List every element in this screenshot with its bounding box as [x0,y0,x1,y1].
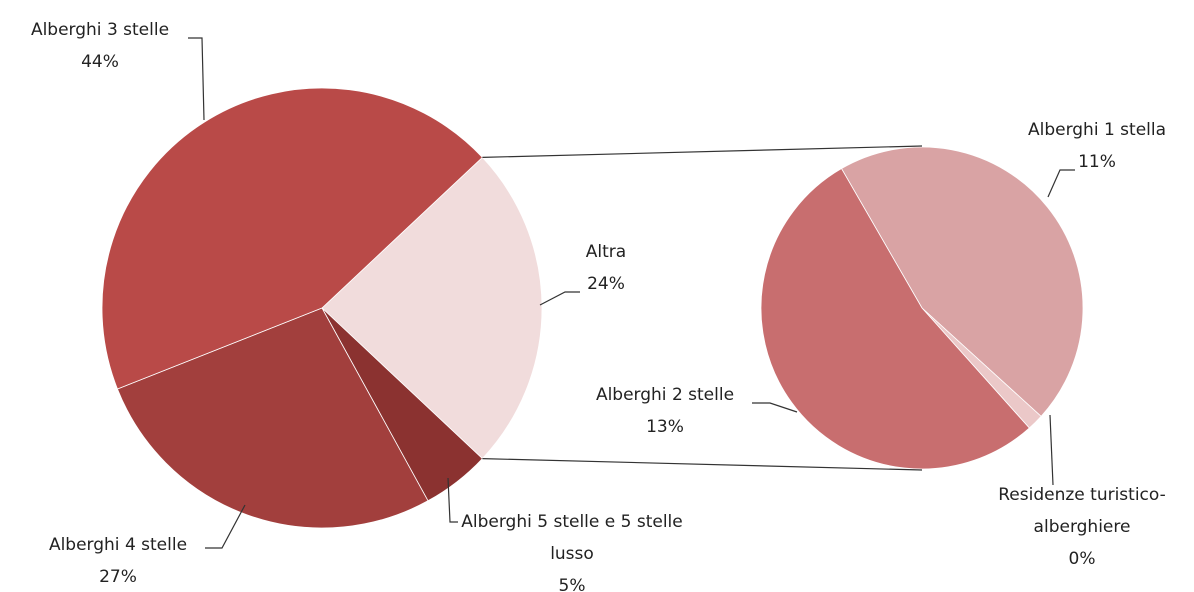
data-label: Altra 24% [506,236,706,300]
leader-line [482,458,923,471]
pie-slice [760,168,1030,470]
slice-name: Alberghi 4 stelle [48,535,188,555]
slice-value: 27% [99,567,137,587]
leader-line [205,504,246,549]
leader-line [539,291,580,306]
slice-value: 44% [81,52,119,72]
slice-name: Residenze turistico-alberghiere [998,485,1166,537]
pie-slice [116,307,429,529]
leader-line [482,145,923,158]
slice-name: Alberghi 3 stelle [30,20,170,40]
pie-slice [101,87,483,390]
leader-line [1047,169,1075,198]
data-label: Alberghi 1 stella 11% [987,114,1194,178]
slice-name: Altra [585,242,627,262]
slice-name: Alberghi 1 stella [1027,120,1167,140]
slice-value: 24% [587,274,625,294]
data-label: Alberghi 5 stelle e 5 stelle lusso 5% [452,506,692,592]
slice-value: 0% [1068,549,1096,569]
slice-name: Alberghi 5 stelle e 5 stelle lusso [461,512,683,564]
leader-line [188,37,205,121]
data-label: Alberghi 2 stelle 13% [555,379,775,443]
slice-value: 5% [558,576,586,592]
data-label: Residenze turistico-alberghiere 0% [967,479,1194,575]
data-label: Alberghi 3 stelle 44% [0,14,200,78]
pie-slice [840,146,1084,417]
slice-value: 13% [646,417,684,437]
data-label: Alberghi 4 stelle 27% [0,529,236,592]
leader-line [447,477,458,523]
slice-value: 11% [1078,152,1116,172]
pie-slice [321,156,543,460]
leader-line [752,402,798,413]
leader-line [1049,414,1054,486]
slice-name: Alberghi 2 stelle [595,385,735,405]
